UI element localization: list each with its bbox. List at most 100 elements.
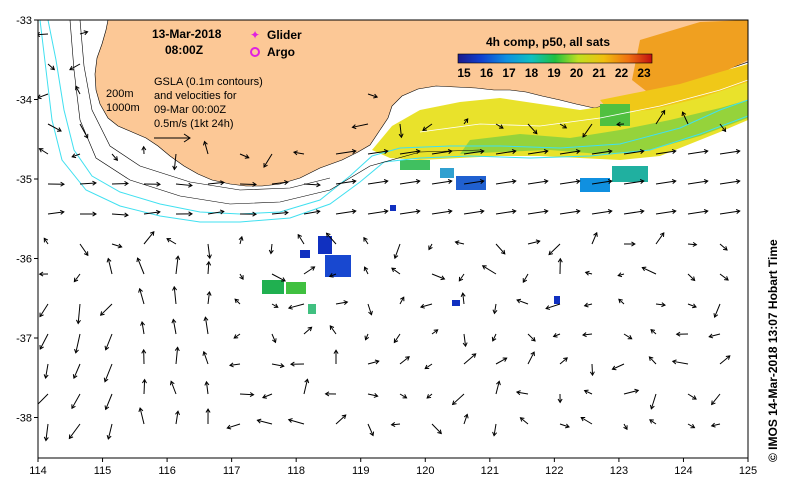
velocity-arrow bbox=[175, 211, 193, 217]
velocity-arrow bbox=[239, 211, 257, 217]
velocity-arrow bbox=[495, 243, 506, 255]
velocity-arrow bbox=[611, 363, 625, 371]
y-tick-label: -37 bbox=[16, 333, 32, 345]
velocity-arrow bbox=[463, 209, 485, 215]
velocity-arrow bbox=[363, 266, 369, 275]
velocity-arrow bbox=[38, 148, 49, 155]
velocity-arrow bbox=[175, 255, 181, 275]
x-tick-label: 116 bbox=[158, 465, 176, 477]
velocity-arrow bbox=[367, 93, 379, 99]
velocity-arrow bbox=[426, 393, 433, 399]
velocity-arrow bbox=[111, 243, 123, 249]
sst-green-band bbox=[460, 100, 748, 154]
velocity-arrow bbox=[548, 243, 561, 256]
velocity-arrow bbox=[47, 181, 65, 187]
velocity-arrow bbox=[79, 243, 89, 257]
velocity-arrow bbox=[557, 393, 563, 404]
velocity-arrow bbox=[75, 85, 81, 95]
velocity-arrow bbox=[462, 333, 468, 348]
velocity-arrow bbox=[335, 414, 347, 425]
velocity-arrow bbox=[687, 303, 697, 309]
velocity-arrow bbox=[424, 363, 433, 370]
velocity-arrow bbox=[207, 180, 225, 186]
colorbar-tick-label: 21 bbox=[592, 66, 606, 80]
velocity-arrow bbox=[559, 209, 581, 215]
velocity-arrow bbox=[228, 362, 241, 368]
velocity-arrow bbox=[263, 153, 273, 168]
x-tick-label: 121 bbox=[481, 465, 499, 477]
velocity-arrow bbox=[463, 179, 485, 185]
velocity-arrow bbox=[367, 149, 389, 155]
velocity-arrow bbox=[324, 391, 337, 397]
velocity-arrow bbox=[431, 179, 453, 185]
velocity-arrow bbox=[111, 153, 119, 161]
velocity-arrow bbox=[47, 63, 56, 71]
sst-orange-patch bbox=[600, 64, 748, 112]
velocity-arrow bbox=[431, 149, 453, 155]
velocity-arrow bbox=[708, 333, 721, 339]
sst-hot-patch bbox=[632, 20, 748, 94]
velocity-arrow bbox=[79, 30, 89, 36]
velocity-arrow bbox=[271, 303, 279, 308]
velocity-arrow bbox=[463, 149, 485, 155]
colorbar-tick-label: 15 bbox=[457, 66, 471, 80]
velocity-arrow bbox=[303, 182, 321, 188]
velocity-arrow bbox=[623, 179, 645, 185]
velocity-arrow bbox=[175, 182, 193, 188]
x-tick-label: 118 bbox=[287, 465, 305, 477]
velocity-arrow bbox=[335, 300, 349, 305]
velocity-arrow bbox=[239, 273, 244, 280]
velocity-arrow bbox=[655, 209, 677, 215]
velocity-arrow bbox=[655, 109, 666, 125]
velocity-arrows bbox=[38, 30, 741, 442]
velocity-arrow bbox=[527, 179, 549, 185]
velocity-arrow bbox=[399, 296, 405, 305]
velocity-arrow bbox=[649, 419, 657, 425]
velocity-arrow bbox=[47, 123, 62, 132]
velocity-arrow bbox=[451, 393, 465, 406]
velocity-arrow bbox=[143, 181, 161, 187]
velocity-arrow bbox=[43, 237, 49, 245]
x-tick-label: 123 bbox=[610, 465, 628, 477]
velocity-arrow bbox=[364, 333, 370, 341]
velocity-arrow bbox=[138, 407, 145, 425]
velocity-arrow bbox=[75, 303, 81, 325]
velocity-arrow bbox=[687, 423, 696, 429]
velocity-arrow bbox=[367, 359, 380, 365]
velocity-arrow bbox=[711, 393, 721, 406]
velocity-arrow bbox=[111, 181, 129, 187]
y-tick-label: -33 bbox=[16, 15, 32, 27]
date-label: 13-Mar-2018 bbox=[152, 27, 222, 41]
velocity-arrow bbox=[38, 271, 49, 277]
velocity-arrow bbox=[203, 316, 209, 335]
velocity-arrow bbox=[335, 149, 357, 155]
x-tick-label: 114 bbox=[29, 465, 47, 477]
velocity-arrow bbox=[172, 153, 178, 171]
velocity-arrow bbox=[143, 209, 161, 215]
velocity-arrow bbox=[559, 123, 568, 129]
velocity-arrow bbox=[363, 236, 369, 245]
velocity-arrow bbox=[582, 332, 593, 338]
velocity-arrow bbox=[38, 393, 49, 408]
velocity-arrow bbox=[428, 243, 433, 251]
velocity-arrow bbox=[271, 333, 277, 344]
velocity-arrow bbox=[68, 423, 81, 440]
velocity-arrow bbox=[297, 233, 305, 245]
velocity-arrow bbox=[43, 423, 49, 442]
velocity-arrow bbox=[333, 349, 339, 365]
x-tick-label: 124 bbox=[674, 465, 692, 477]
velocity-arrow bbox=[391, 267, 401, 275]
velocity-arrow bbox=[495, 209, 517, 215]
velocity-arrow bbox=[72, 363, 81, 380]
velocity-arrow bbox=[655, 179, 677, 185]
velocity-arrow bbox=[71, 153, 81, 159]
velocity-arrow bbox=[303, 378, 310, 395]
velocity-arrow bbox=[233, 333, 241, 339]
gsla-line-1: GSLA (0.1m contours) bbox=[154, 76, 263, 88]
velocity-arrow bbox=[623, 149, 645, 155]
velocity-arrow bbox=[495, 357, 508, 365]
velocity-arrow bbox=[719, 179, 741, 185]
velocity-arrow bbox=[557, 257, 563, 275]
velocity-arrow bbox=[271, 180, 289, 186]
colorbar-tick-label: 23 bbox=[637, 66, 651, 80]
